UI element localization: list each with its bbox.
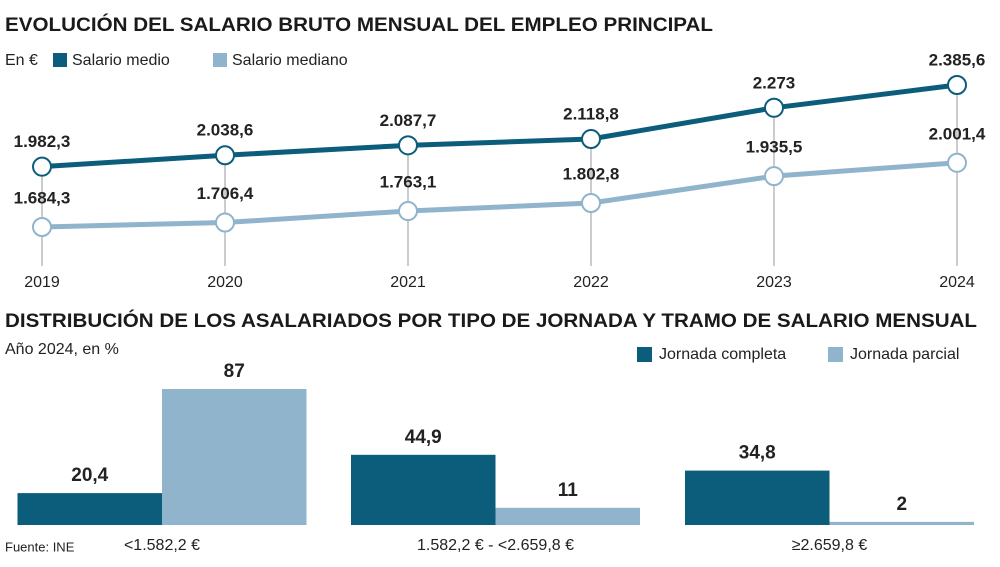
point	[581, 129, 601, 150]
series-line	[41, 160, 958, 230]
value-label: 2.118,8	[563, 105, 619, 124]
value-label: 2.273	[753, 73, 796, 92]
value-label: 1.802,8	[563, 164, 620, 183]
bar	[162, 389, 307, 525]
source: Fuente: INE	[5, 539, 75, 554]
point	[947, 152, 967, 173]
value-label: 2	[896, 494, 907, 515]
chart-subtitle: En €	[5, 52, 38, 69]
bar	[17, 493, 162, 525]
point	[947, 75, 967, 95]
x-tick-label: 2024	[939, 274, 975, 291]
chart-title: EVOLUCIÓN DEL SALARIO BRUTO MENSUAL DEL …	[5, 14, 713, 36]
legend-label: Jornada completa	[659, 346, 786, 363]
value-label: 11	[558, 480, 579, 501]
value-label: 87	[224, 361, 245, 382]
point	[764, 97, 784, 118]
value-label: 2.087,7	[380, 111, 437, 130]
value-label: 20,4	[71, 465, 108, 486]
x-tick-label: 2022	[573, 274, 609, 291]
bar	[495, 507, 640, 525]
value-label: 2.038,6	[197, 121, 254, 140]
chart-title: DISTRIBUCIÓN DE LOS ASALARIADOS POR TIPO…	[5, 310, 977, 332]
x-tick-label: 2021	[390, 274, 426, 291]
bar	[829, 521, 974, 525]
x-tick-label: 2020	[207, 274, 243, 291]
point	[764, 166, 784, 187]
value-label: 2.001,4	[929, 124, 986, 143]
bar	[685, 470, 830, 525]
value-label: 1.935,5	[746, 138, 803, 157]
x-tick-label: ≥2.659,8 €	[792, 537, 868, 554]
legend-swatch	[828, 347, 843, 362]
legend-swatch	[637, 347, 652, 362]
legend-label: Salario medio	[72, 52, 170, 69]
point	[215, 145, 235, 166]
value-label: 1.684,3	[14, 188, 71, 207]
point	[398, 135, 418, 156]
x-tick-label: 1.582,2 € - <2.659,8 €	[417, 537, 574, 554]
x-tick-label: 2023	[756, 274, 792, 291]
legend-swatch	[53, 53, 67, 67]
value-label: 1.763,1	[380, 173, 437, 192]
point	[215, 212, 235, 233]
bar	[351, 454, 496, 525]
value-label: 1.982,3	[14, 132, 71, 151]
x-tick-label: 2019	[24, 274, 60, 291]
point	[32, 217, 52, 237]
legend-swatch	[213, 53, 227, 67]
series-line	[41, 82, 958, 170]
legend-label: Jornada parcial	[850, 346, 959, 363]
legend-label: Salario mediano	[232, 52, 348, 69]
chart-subtitle: Año 2024, en %	[5, 341, 119, 358]
value-label: 44,9	[405, 427, 442, 448]
point	[32, 156, 52, 177]
value-label: 1.706,4	[197, 184, 254, 203]
point	[581, 193, 601, 214]
point	[398, 201, 418, 222]
value-label: 34,8	[739, 443, 776, 464]
value-label: 2.385,6	[929, 50, 986, 69]
x-tick-label: <1.582,2 €	[124, 537, 200, 554]
